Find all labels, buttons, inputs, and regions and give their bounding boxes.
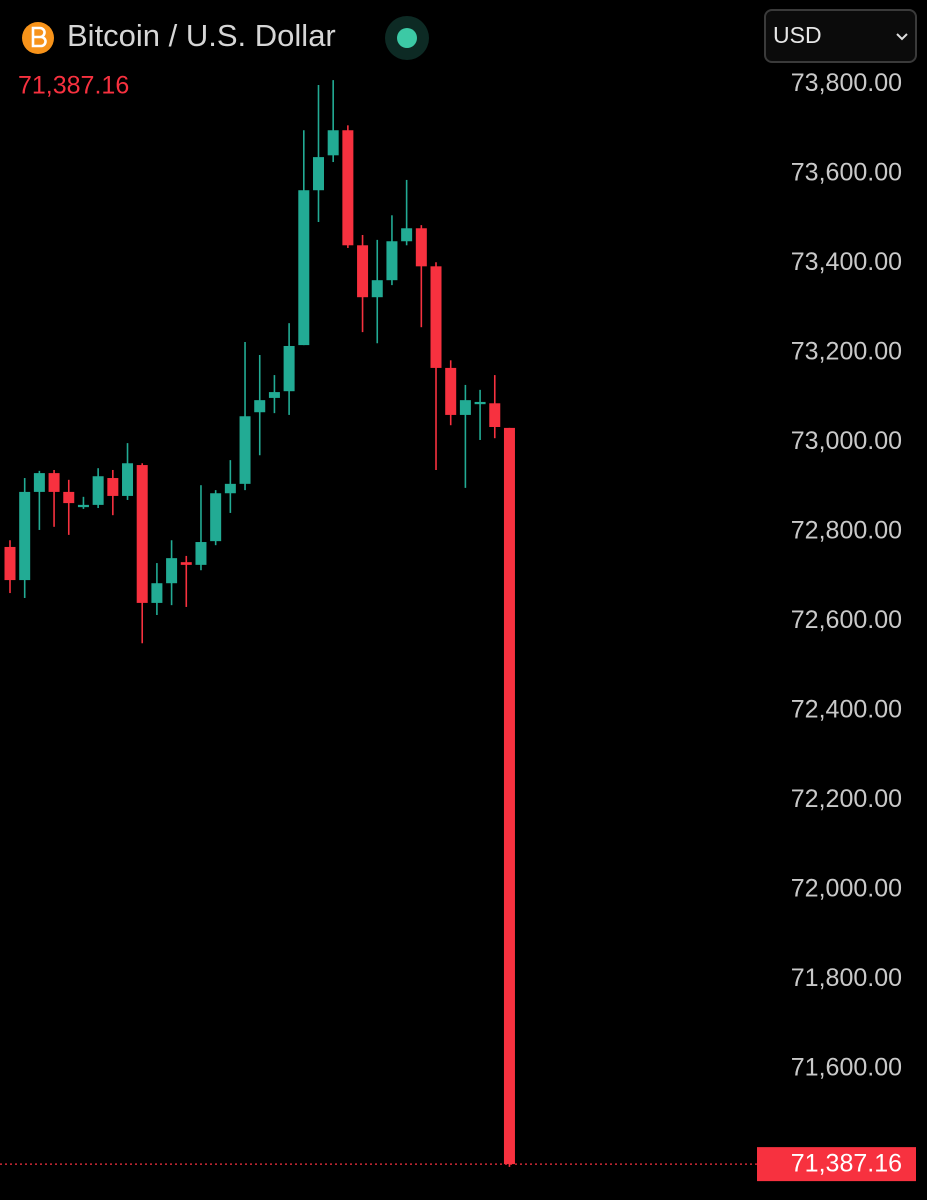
chart-title: Bitcoin / U.S. Dollar: [67, 18, 336, 53]
y-tick-label: 73,600.00: [791, 158, 902, 186]
candle-body: [48, 473, 60, 492]
candle-body: [180, 562, 192, 565]
currency-select[interactable]: [764, 9, 917, 63]
candle-body: [92, 476, 104, 505]
candle-body: [474, 401, 486, 405]
y-tick-label: 73,200.00: [791, 337, 902, 365]
candle-body: [327, 130, 339, 156]
candle-body: [283, 345, 295, 392]
y-tick-label: 73,800.00: [791, 69, 902, 97]
candle-body: [210, 493, 222, 542]
candle-body: [503, 427, 515, 1165]
y-tick-label: 73,400.00: [791, 248, 902, 276]
candle-body: [122, 463, 134, 496]
candle-body: [489, 403, 501, 428]
candle-body: [415, 228, 427, 267]
chevron[interactable]: [896, 33, 908, 41]
y-tick-label: 71,600.00: [791, 1053, 902, 1081]
y-tick-label: 72,400.00: [791, 695, 902, 723]
plot-area: 73,800.00 73,600.00 73,400.00 73,200.00 73,0…: [4, 69, 902, 1167]
y-tick-label: 71,800.00: [791, 964, 902, 992]
candle-body: [459, 400, 471, 415]
coin-icon-glyph: [31, 26, 47, 48]
candle-body: [107, 478, 119, 496]
candle-body: [239, 416, 251, 484]
candle-body: [268, 392, 280, 398]
candle-body: [430, 266, 442, 368]
candle-body: [386, 241, 398, 281]
y-tick-label: 72,800.00: [791, 516, 902, 544]
header-price: 71,387.16: [18, 72, 129, 100]
candle-body: [357, 245, 369, 298]
candle-body: [445, 367, 457, 415]
candle-body: [371, 280, 383, 298]
currency-select-label[interactable]: USD: [773, 22, 822, 48]
candle-body: [4, 546, 16, 581]
candle-body: [151, 583, 163, 603]
candle-body: [254, 400, 266, 413]
candle-body: [77, 504, 89, 508]
candle-body: [195, 542, 207, 565]
candle-body: [298, 190, 310, 346]
y-tick-label: 73,000.00: [791, 427, 902, 455]
candle-body: [63, 491, 75, 504]
y-tick-label: 72,600.00: [791, 606, 902, 634]
candle-body: [166, 558, 178, 584]
candle-body: [33, 473, 45, 492]
candle-body: [401, 228, 413, 242]
candle-body: [136, 465, 148, 603]
y-tick-label: 72,000.00: [791, 874, 902, 902]
status-dot: [397, 28, 417, 48]
candle-body: [312, 157, 324, 191]
last-price-badge: [757, 1147, 916, 1182]
candle-body: [342, 130, 354, 246]
last-price-label: 71,387.16: [791, 1150, 902, 1178]
y-tick-label: 72,200.00: [791, 785, 902, 813]
candle-body: [19, 491, 31, 581]
candle-body: [224, 483, 236, 494]
